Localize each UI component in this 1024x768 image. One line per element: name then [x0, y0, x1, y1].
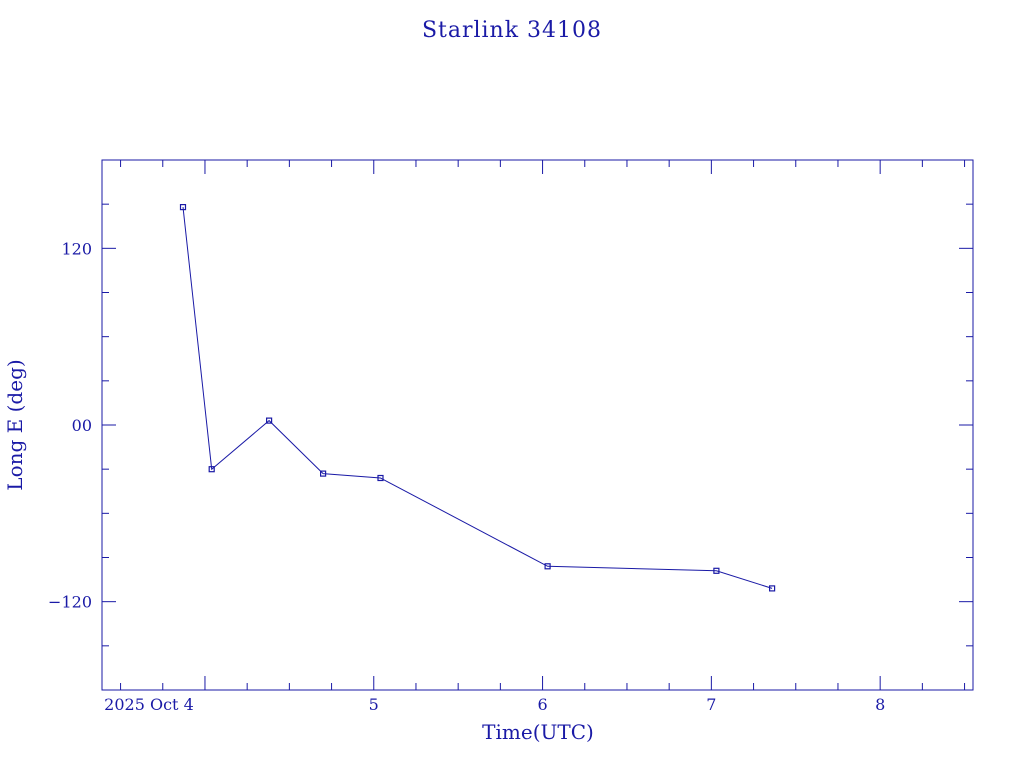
tick-labels: 2025 Oct 4 5 6 7 8 −120 00 120	[48, 239, 885, 714]
data-point	[266, 417, 273, 424]
y-tick-label: 120	[61, 239, 92, 258]
y-axis-label: Long E (deg)	[3, 359, 27, 490]
data-point	[768, 585, 776, 592]
x-tick-label: 8	[875, 695, 885, 714]
y-tick-label: −120	[48, 593, 92, 612]
data-point	[544, 563, 551, 570]
data-point	[179, 204, 187, 211]
x-tick-label: 2025 Oct 4	[104, 695, 194, 714]
x-tick-label: 6	[537, 695, 547, 714]
series-line	[182, 207, 773, 589]
x-tick-label: 5	[369, 695, 379, 714]
chart-title: Starlink 34108	[422, 18, 602, 43]
axis-ticks	[102, 160, 973, 690]
y-tick-label: 00	[72, 416, 92, 435]
x-axis-label: Time(UTC)	[482, 720, 594, 744]
data-point	[208, 466, 215, 473]
x-tick-label: 7	[706, 695, 716, 714]
data-point	[377, 474, 384, 482]
plot-frame	[101, 159, 974, 691]
series-layer	[179, 204, 776, 592]
data-point	[320, 470, 327, 477]
data-point	[713, 567, 720, 574]
